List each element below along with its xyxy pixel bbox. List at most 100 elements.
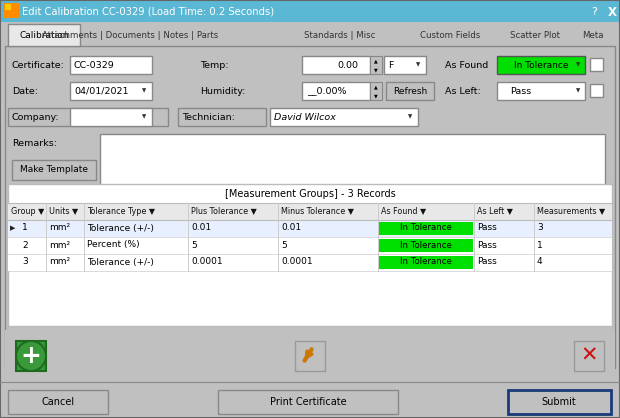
Text: 1: 1 xyxy=(537,240,542,250)
Text: Print Certificate: Print Certificate xyxy=(270,397,347,407)
Text: Percent (%): Percent (%) xyxy=(87,240,140,250)
Bar xyxy=(590,58,603,71)
Text: Company:: Company: xyxy=(12,112,60,122)
Text: Group ▼: Group ▼ xyxy=(11,206,44,216)
Text: ▼: ▼ xyxy=(576,63,580,67)
Text: ▼: ▼ xyxy=(374,94,378,99)
Text: Attachments | Documents | Notes | Parts: Attachments | Documents | Notes | Parts xyxy=(42,31,218,39)
Bar xyxy=(270,108,418,126)
Text: As Found: As Found xyxy=(445,61,489,69)
Text: Refresh: Refresh xyxy=(393,87,427,95)
Bar xyxy=(8,237,612,254)
Text: ▶: ▶ xyxy=(10,225,16,231)
Bar xyxy=(379,222,473,235)
Text: CC-0329: CC-0329 xyxy=(74,61,115,69)
Text: 4: 4 xyxy=(537,257,542,267)
Text: ▼: ▼ xyxy=(408,115,412,120)
Bar xyxy=(497,56,585,74)
Text: ?: ? xyxy=(591,7,597,17)
Text: Tolerance (+/-): Tolerance (+/-) xyxy=(87,224,154,232)
Text: 04/01/2021: 04/01/2021 xyxy=(74,87,128,95)
Bar xyxy=(295,341,325,371)
Text: Remarks:: Remarks: xyxy=(12,138,57,148)
Bar xyxy=(218,390,398,414)
Bar xyxy=(178,108,266,126)
Text: 3: 3 xyxy=(537,224,542,232)
Text: In Tolerance: In Tolerance xyxy=(400,257,452,267)
Bar xyxy=(70,108,152,126)
Text: Pass: Pass xyxy=(510,87,531,95)
Text: 5: 5 xyxy=(281,240,286,250)
Bar xyxy=(0,382,620,418)
Bar xyxy=(16,341,46,371)
Text: 0.01: 0.01 xyxy=(281,224,301,232)
Text: Custom Fields: Custom Fields xyxy=(420,31,480,39)
Bar xyxy=(5,46,615,368)
Text: Measurements ▼: Measurements ▼ xyxy=(537,206,605,216)
Bar xyxy=(8,108,168,126)
Text: Pass: Pass xyxy=(477,257,497,267)
Text: Units ▼: Units ▼ xyxy=(49,206,78,216)
Bar xyxy=(70,56,152,74)
Text: Pass: Pass xyxy=(477,224,497,232)
Text: Tolerance Type ▼: Tolerance Type ▼ xyxy=(87,206,155,216)
Text: 3: 3 xyxy=(22,257,28,267)
Text: mm²: mm² xyxy=(49,257,70,267)
Text: Standards | Misc: Standards | Misc xyxy=(304,31,376,39)
Text: ▼: ▼ xyxy=(142,115,146,120)
Text: Make Template: Make Template xyxy=(20,166,88,174)
Bar xyxy=(8,184,612,326)
Bar xyxy=(8,254,612,271)
Text: +: + xyxy=(20,344,42,368)
Text: 0.0001: 0.0001 xyxy=(191,257,223,267)
Text: F: F xyxy=(388,61,393,69)
Text: As Found ▼: As Found ▼ xyxy=(381,206,426,216)
Text: Submit: Submit xyxy=(542,397,577,407)
Bar xyxy=(590,84,603,97)
Text: 0.0001: 0.0001 xyxy=(281,257,312,267)
Bar xyxy=(379,256,473,269)
Text: ▼: ▼ xyxy=(142,89,146,94)
Text: As Left:: As Left: xyxy=(445,87,480,95)
Text: Cancel: Cancel xyxy=(42,397,74,407)
Text: mm²: mm² xyxy=(49,240,70,250)
Text: In Tolerance: In Tolerance xyxy=(400,240,452,250)
Text: Date:: Date: xyxy=(12,87,38,95)
Bar xyxy=(5,330,615,382)
Text: Plus Tolerance ▼: Plus Tolerance ▼ xyxy=(191,206,257,216)
Text: Certificate:: Certificate: xyxy=(12,61,65,69)
Text: ▲: ▲ xyxy=(374,59,378,64)
Text: 0.01: 0.01 xyxy=(191,224,211,232)
Text: Scatter Plot: Scatter Plot xyxy=(510,31,560,39)
Text: ✕: ✕ xyxy=(580,346,598,366)
Text: In Tolerance: In Tolerance xyxy=(514,61,569,69)
Bar xyxy=(379,239,473,252)
Bar xyxy=(302,82,370,100)
Text: 0.00: 0.00 xyxy=(337,61,358,69)
Text: Edit Calibration CC-0329 (Load Time: 0.2 Seconds): Edit Calibration CC-0329 (Load Time: 0.2… xyxy=(22,7,274,17)
Bar xyxy=(8,203,612,220)
Bar xyxy=(12,160,96,180)
Text: Technician:: Technician: xyxy=(182,112,235,122)
Bar xyxy=(508,390,611,414)
Bar xyxy=(384,56,426,74)
Text: Pass: Pass xyxy=(477,240,497,250)
Text: ▼: ▼ xyxy=(416,63,420,67)
Bar xyxy=(370,82,382,100)
Text: 5: 5 xyxy=(191,240,197,250)
Text: Meta: Meta xyxy=(582,31,604,39)
Bar xyxy=(386,82,434,100)
Circle shape xyxy=(16,341,46,371)
Text: __0.00%: __0.00% xyxy=(307,87,347,95)
Bar xyxy=(497,82,585,100)
Text: ▼: ▼ xyxy=(576,89,580,94)
Bar xyxy=(8,390,108,414)
Bar xyxy=(4,3,19,18)
Text: 1: 1 xyxy=(22,224,28,232)
Text: ▼: ▼ xyxy=(374,67,378,72)
Bar xyxy=(8,24,80,46)
Text: In Tolerance: In Tolerance xyxy=(400,224,452,232)
Text: ▲: ▲ xyxy=(374,84,378,89)
Text: As Left ▼: As Left ▼ xyxy=(477,206,513,216)
Text: [Measurement Groups] - 3 Records: [Measurement Groups] - 3 Records xyxy=(224,189,396,199)
